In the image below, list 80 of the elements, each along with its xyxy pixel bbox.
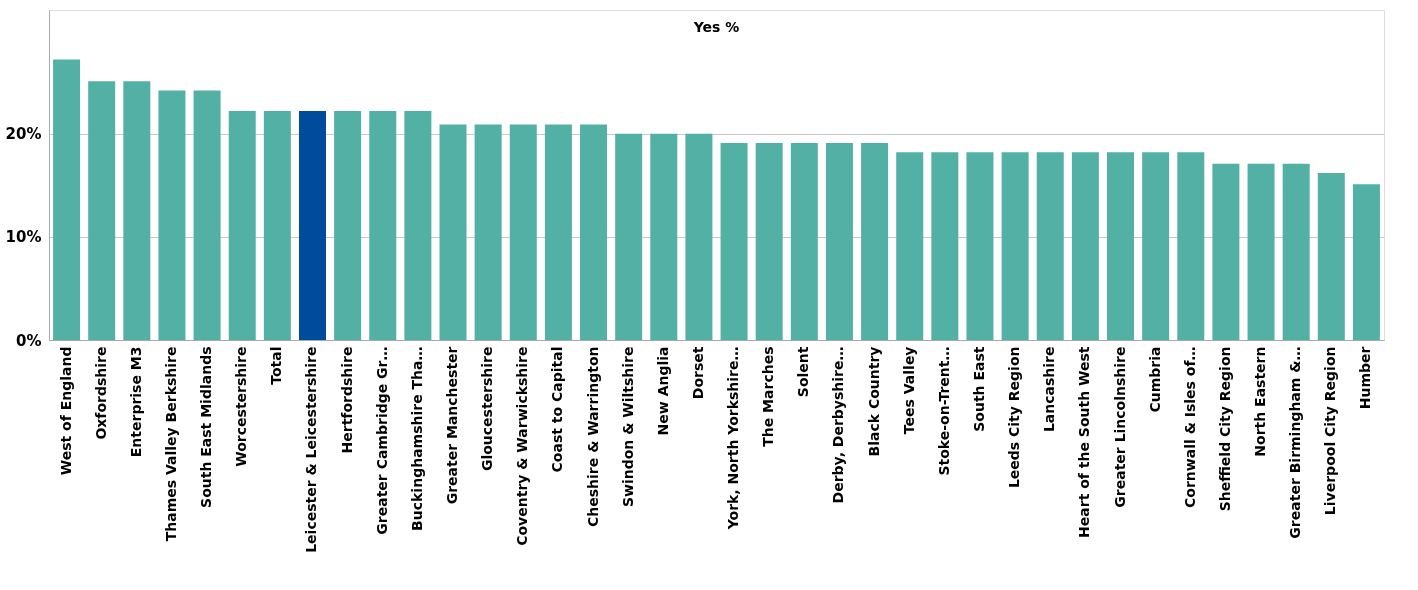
text: Yes % xyxy=(692,19,740,35)
x-tick-label: South East xyxy=(970,346,987,432)
x-tick-label: Greater Cambridge Gr… xyxy=(373,346,390,535)
bar xyxy=(1282,163,1310,340)
bar xyxy=(1142,152,1170,340)
x-tick-label: Thames Valley Berkshire xyxy=(162,346,179,542)
x-tick-label: Dorset xyxy=(689,346,706,400)
x-tick-label: Heart of the South West xyxy=(1076,346,1093,538)
x-tick-label: Cumbria xyxy=(1146,346,1163,413)
x-tick-label: Stoke-on-Trent… xyxy=(935,346,952,476)
bar xyxy=(755,143,783,340)
x-tick-label: Greater Manchester xyxy=(444,346,461,505)
bar xyxy=(896,152,924,340)
bar xyxy=(263,111,291,340)
bar xyxy=(1107,152,1135,340)
x-tick-label: Cheshire & Warrington xyxy=(584,346,601,527)
x-tick-label: Greater Birmingham &… xyxy=(1287,346,1304,539)
x-tick-label: Liverpool City Region xyxy=(1322,346,1339,516)
bar xyxy=(228,111,256,340)
x-tick-label: Worcestershire xyxy=(233,346,250,467)
x-tick-label: Buckinghamshire Tha… xyxy=(408,346,425,531)
bar xyxy=(790,143,818,340)
x-tick-label: Lancashire xyxy=(1041,346,1058,433)
bar xyxy=(158,90,186,340)
bar xyxy=(1177,152,1205,340)
x-tick-label: Sheffield City Region xyxy=(1216,346,1233,512)
bar xyxy=(1317,172,1345,340)
x-tick-label: Greater Lincolnshire xyxy=(1111,346,1128,508)
x-tick-label: West of England xyxy=(57,346,74,476)
x-tick-label: Oxfordshire xyxy=(92,346,109,440)
bar xyxy=(439,124,467,340)
bar xyxy=(1001,152,1029,340)
bar xyxy=(685,133,713,340)
bar xyxy=(53,59,81,340)
x-tick-label: Total xyxy=(268,346,285,385)
bar xyxy=(931,152,959,340)
bar xyxy=(1247,163,1275,340)
bar xyxy=(1212,163,1240,340)
bar xyxy=(615,133,643,340)
x-tick-label: North Eastern xyxy=(1252,346,1269,457)
bar xyxy=(825,143,853,340)
x-tick-label: Swindon & Wiltshire xyxy=(619,346,636,508)
bar xyxy=(580,124,608,340)
bar xyxy=(1352,184,1380,340)
y-tick-label: 0% xyxy=(16,331,42,350)
x-tick-label: Gloucestershire xyxy=(479,346,496,472)
bar xyxy=(474,124,502,340)
bar xyxy=(88,81,116,340)
x-tick-label: Cornwall & Isles of… xyxy=(1181,346,1198,508)
x-tick-label: Tees Valley xyxy=(900,346,917,435)
bar xyxy=(369,111,397,340)
bar xyxy=(966,152,994,340)
x-tick-label: Hertfordshire xyxy=(338,346,355,454)
bar xyxy=(544,124,572,340)
x-tick-label: Coast to Capital xyxy=(549,346,566,473)
bar xyxy=(1036,152,1064,340)
x-tick-label: Black Country xyxy=(865,346,882,457)
x-tick-label: Derby, Derbyshire… xyxy=(830,346,847,504)
y-tick-label: 20% xyxy=(5,125,42,144)
bar xyxy=(123,81,151,340)
y-tick-label: 10% xyxy=(5,228,42,247)
bar xyxy=(334,111,362,340)
bar xyxy=(1071,152,1099,340)
bar xyxy=(650,133,678,340)
bar xyxy=(298,111,326,340)
bar xyxy=(720,143,748,340)
x-tick-label: Enterprise M3 xyxy=(127,346,144,458)
x-tick-label: Coventry & Warwickshire xyxy=(514,346,531,546)
x-tick-label: Humber xyxy=(1357,346,1374,410)
bar xyxy=(861,143,889,340)
x-tick-label: Leicester & Leicestershire xyxy=(303,346,320,553)
x-tick-label: York, North Yorkshire… xyxy=(725,346,742,531)
x-tick-label: South East Midlands xyxy=(198,346,215,508)
bar xyxy=(509,124,537,340)
x-tick-label: Leeds City Region xyxy=(1006,346,1023,489)
x-tick-label: Solent xyxy=(795,346,812,398)
x-tick-label: New Anglia xyxy=(654,346,671,436)
bar xyxy=(404,111,432,340)
bar xyxy=(193,90,221,340)
x-tick-label: The Marches xyxy=(760,346,777,447)
